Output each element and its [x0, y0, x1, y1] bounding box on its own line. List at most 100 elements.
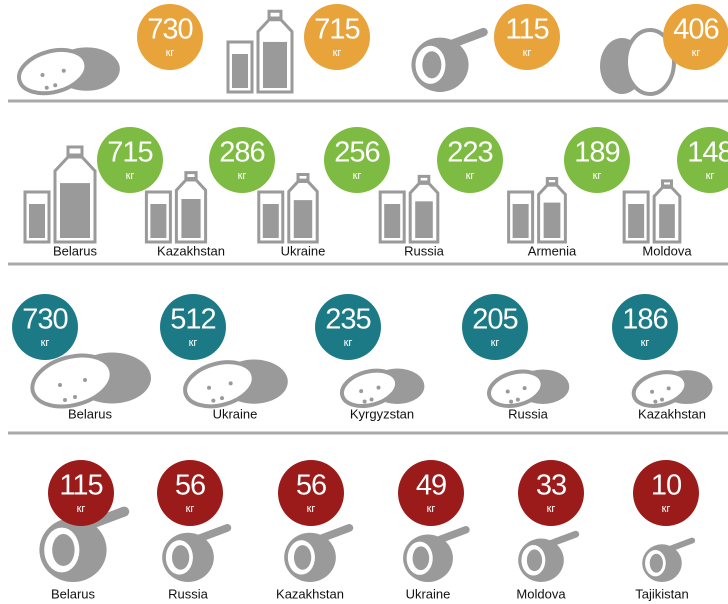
- icon: [624, 181, 680, 242]
- country-label: Moldova: [516, 586, 566, 601]
- value: 730: [147, 14, 192, 46]
- potato-eye: [63, 398, 67, 402]
- potato-eye: [73, 395, 77, 399]
- milk: [544, 203, 561, 238]
- icon: [411, 32, 483, 92]
- value: 49: [416, 470, 446, 502]
- value: 186: [622, 304, 667, 336]
- potato-eye: [62, 69, 66, 73]
- country-label: Russia: [404, 243, 445, 258]
- ham-meat: [413, 546, 430, 570]
- value: 730: [22, 304, 67, 336]
- potato-eye: [363, 400, 367, 404]
- potato-eye: [509, 400, 513, 404]
- glass-milk: [513, 204, 529, 238]
- unit: кг: [189, 337, 198, 349]
- value: 115: [505, 14, 548, 46]
- milk: [294, 200, 312, 238]
- value: 33: [536, 470, 566, 502]
- potato-eye: [211, 399, 215, 403]
- country-label: Moldova: [642, 243, 692, 258]
- icon: [180, 355, 288, 413]
- potato-eye: [41, 73, 45, 77]
- icon: [600, 30, 674, 94]
- country-label: Kazakhstan: [157, 243, 225, 258]
- potato-eye: [523, 386, 527, 390]
- value: 235: [325, 304, 370, 336]
- country-label: Russia: [508, 406, 549, 421]
- glass-milk: [29, 204, 45, 238]
- unit: кг: [186, 503, 195, 515]
- country-label: Russia: [168, 586, 209, 601]
- potato-eye: [653, 400, 657, 404]
- ham-meat: [422, 51, 441, 78]
- glass-milk: [232, 54, 248, 88]
- potato-eye: [370, 397, 374, 401]
- glass-milk: [150, 204, 166, 238]
- value: 205: [472, 304, 517, 336]
- value: 715: [314, 14, 359, 46]
- country-label: Tajikistan: [635, 586, 688, 601]
- ham-meat: [650, 554, 663, 573]
- icon: [630, 367, 713, 412]
- item: 189кгArmenia: [509, 127, 630, 258]
- unit: кг: [547, 503, 556, 515]
- milk: [263, 42, 287, 88]
- icon: [338, 365, 424, 412]
- unit: кг: [662, 503, 671, 515]
- infographic: 730кг715кг115кг406кг715кгBelarus286кгKaz…: [0, 0, 728, 604]
- icon: [14, 43, 120, 100]
- potato-eye: [53, 83, 57, 87]
- value: 10: [651, 470, 681, 502]
- unit: кг: [466, 170, 475, 182]
- unit: кг: [641, 337, 650, 349]
- milk: [181, 199, 200, 238]
- value: 406: [673, 14, 718, 46]
- icon: [25, 147, 95, 242]
- potato-eye: [506, 389, 510, 393]
- icon: [485, 366, 569, 412]
- unit: кг: [523, 47, 532, 59]
- country-label: Belarus: [53, 243, 98, 258]
- item: 186кг Kazakhstan: [612, 294, 713, 421]
- potato-eye: [359, 389, 363, 393]
- potato-eye: [229, 381, 233, 385]
- icon: [509, 178, 566, 242]
- potato-eye: [516, 398, 520, 402]
- icon: [642, 541, 692, 582]
- unit: кг: [692, 47, 701, 59]
- potato-eye: [650, 390, 654, 394]
- ham-meat: [52, 534, 74, 566]
- country-label: Armenia: [528, 243, 577, 258]
- potato-eye: [207, 386, 211, 390]
- value: 56: [296, 470, 326, 502]
- potato-eye: [377, 386, 381, 390]
- ham-meat: [294, 545, 311, 570]
- country-label: Kazakhstan: [638, 406, 706, 421]
- unit: кг: [77, 503, 86, 515]
- unit: кг: [344, 337, 353, 349]
- country-label: Belarus: [68, 406, 113, 421]
- value: 56: [175, 470, 205, 502]
- icon: [380, 176, 438, 242]
- country-label: Ukraine: [406, 586, 451, 601]
- potato-eye: [220, 396, 224, 400]
- potato: [485, 366, 546, 412]
- country-label: Belarus: [51, 586, 96, 601]
- potato-eye: [83, 378, 87, 382]
- item: 715кгBelarus: [25, 127, 163, 258]
